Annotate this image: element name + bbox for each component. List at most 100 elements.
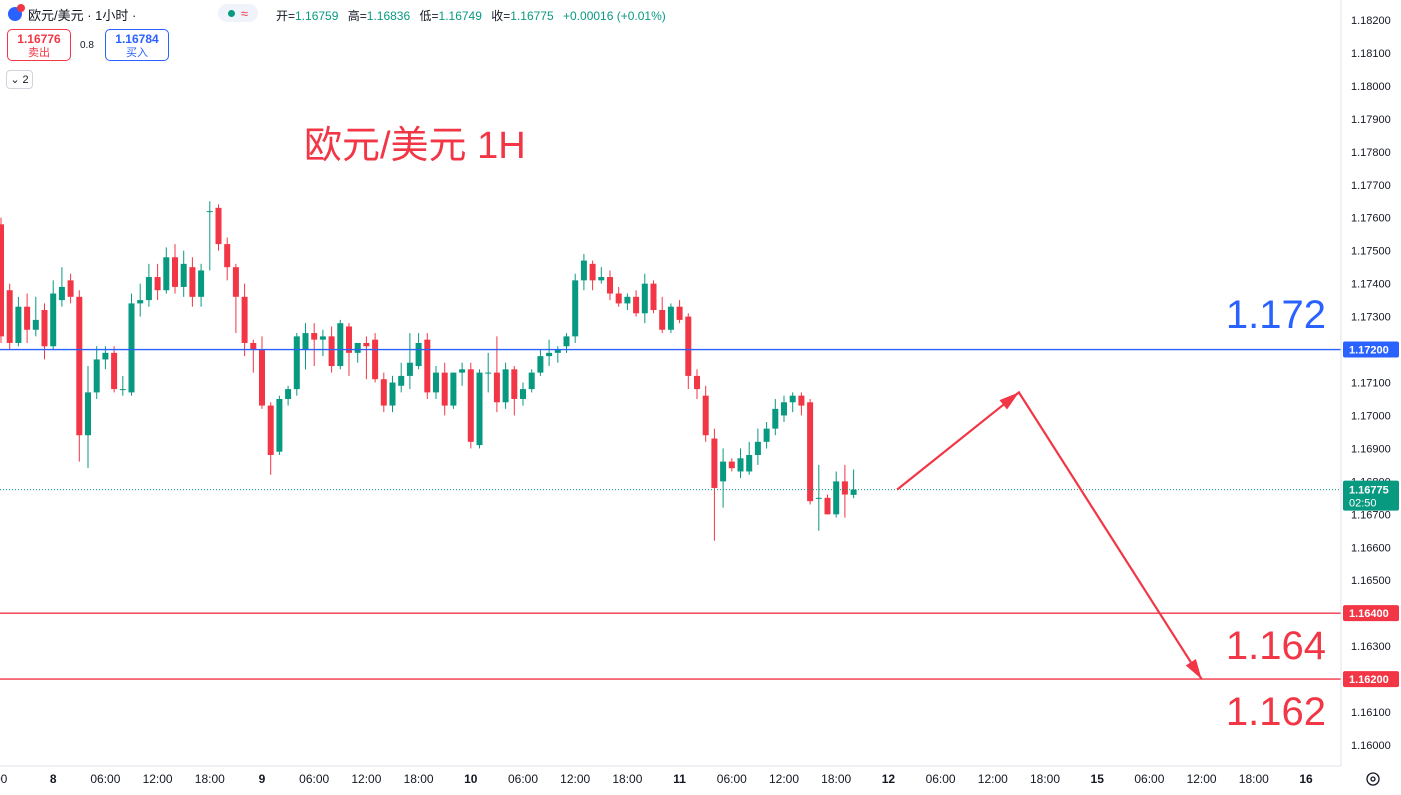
candle-body xyxy=(433,372,439,393)
candle-body xyxy=(363,342,370,347)
time-tick-label: 18:00 xyxy=(0,772,8,786)
last-price-label: 1.16775 xyxy=(1349,485,1389,497)
candle-body xyxy=(415,342,422,367)
candle xyxy=(824,494,831,515)
candle-body xyxy=(128,303,135,393)
candle xyxy=(389,375,396,413)
candle-body xyxy=(311,333,318,340)
projection-arrows xyxy=(896,390,1203,680)
market-status-pill[interactable]: ≈ xyxy=(218,4,258,22)
ohlc-values: 开=1.16759 高=1.16836 低=1.16749 收=1.16775 … xyxy=(276,7,672,24)
candle-body xyxy=(380,379,387,406)
candle xyxy=(746,441,753,475)
candle-body xyxy=(102,352,109,360)
candle xyxy=(537,349,544,376)
time-tick-label: 18:00 xyxy=(821,772,851,786)
price-tick-label: 1.18200 xyxy=(1351,15,1391,27)
candle-body xyxy=(398,375,405,386)
candle-body xyxy=(554,349,561,353)
target-label-1172[interactable]: 1.172 xyxy=(1225,293,1326,337)
candle-body xyxy=(711,438,718,488)
candle xyxy=(363,336,370,380)
candle xyxy=(763,422,770,449)
candle xyxy=(76,290,83,462)
candle xyxy=(111,346,118,393)
time-tick-label: 11 xyxy=(673,772,686,786)
sell-button[interactable]: 1.16776 卖出 xyxy=(7,29,71,61)
candle xyxy=(833,471,840,518)
time-tick-label: 06:00 xyxy=(1134,772,1164,786)
time-tick-label: 06:00 xyxy=(717,772,747,786)
buy-button[interactable]: 1.16784 买入 xyxy=(105,29,169,61)
candle-body xyxy=(389,382,396,406)
candle-body xyxy=(337,323,344,367)
price-tick-label: 1.18000 xyxy=(1351,81,1391,93)
price-badge-label: 1.17200 xyxy=(1349,345,1389,357)
price-tick-label: 1.17300 xyxy=(1351,312,1391,324)
time-tick-label: 10 xyxy=(464,772,478,786)
candle xyxy=(528,369,535,393)
candle xyxy=(32,296,39,337)
candle xyxy=(546,339,553,367)
price-tick-label: 1.16000 xyxy=(1351,740,1391,752)
candle-body xyxy=(293,336,300,390)
candle-body xyxy=(67,280,74,297)
price-axis: 1.18200 1.18100 1.18000 1.17900 1.17800 1.177… xyxy=(1351,15,1391,752)
last-price-badge xyxy=(1343,480,1399,511)
candle xyxy=(58,267,65,307)
candle-body xyxy=(111,352,118,390)
candle-body xyxy=(50,293,57,347)
candle-body xyxy=(580,260,587,281)
candle-body xyxy=(180,263,187,287)
candle xyxy=(398,362,405,393)
candle-body xyxy=(145,277,152,301)
candle-body xyxy=(215,207,222,245)
candle-body xyxy=(224,244,231,268)
symbol-title[interactable]: 欧元/美元 · 1小时 · xyxy=(28,7,137,23)
candle-body xyxy=(119,389,126,391)
candle-body xyxy=(319,336,326,340)
candle xyxy=(667,303,674,334)
candle xyxy=(215,204,222,251)
target-label-1164[interactable]: 1.164 xyxy=(1225,624,1326,668)
candle-body xyxy=(624,296,631,304)
time-tick-label: 15 xyxy=(1091,772,1105,786)
price-tick-label: 1.16300 xyxy=(1351,641,1391,653)
candle-body xyxy=(485,372,492,374)
candle xyxy=(711,428,718,541)
candle-body xyxy=(285,389,292,399)
indicators-toggle-button[interactable]: ⌄ 2 xyxy=(6,70,33,89)
candle-body xyxy=(728,461,735,469)
candle xyxy=(781,395,787,423)
candle xyxy=(772,398,779,436)
target-label-1162[interactable]: 1.162 xyxy=(1225,690,1326,734)
close-label: 收= xyxy=(491,9,511,23)
candle-body xyxy=(172,257,178,287)
candle-body xyxy=(511,369,518,399)
chart-annotation-title[interactable]: 欧元/美元 1H xyxy=(304,125,526,167)
low-label: 低= xyxy=(419,9,439,23)
price-tick-label: 1.17400 xyxy=(1351,279,1391,291)
candle-body xyxy=(720,461,727,482)
candle xyxy=(641,273,648,324)
candle-body xyxy=(476,372,483,446)
candle-body xyxy=(24,306,31,330)
price-badge xyxy=(1343,605,1399,622)
candle-body xyxy=(328,336,335,367)
chevron-down-icon: ⌄ xyxy=(10,74,20,86)
candle-body xyxy=(250,342,257,350)
settings-gear-icon[interactable] xyxy=(1366,772,1380,786)
candle xyxy=(424,333,431,399)
price-tick-label: 1.17600 xyxy=(1351,213,1391,225)
time-tick-label: 12:00 xyxy=(978,772,1008,786)
candle xyxy=(702,385,709,442)
candle xyxy=(798,392,805,416)
candle xyxy=(24,293,31,343)
candle-body xyxy=(781,402,787,416)
candle xyxy=(302,323,309,370)
time-tick-label: 12 xyxy=(882,772,896,786)
candle-body xyxy=(76,296,83,436)
time-tick-label: 12:00 xyxy=(769,772,799,786)
